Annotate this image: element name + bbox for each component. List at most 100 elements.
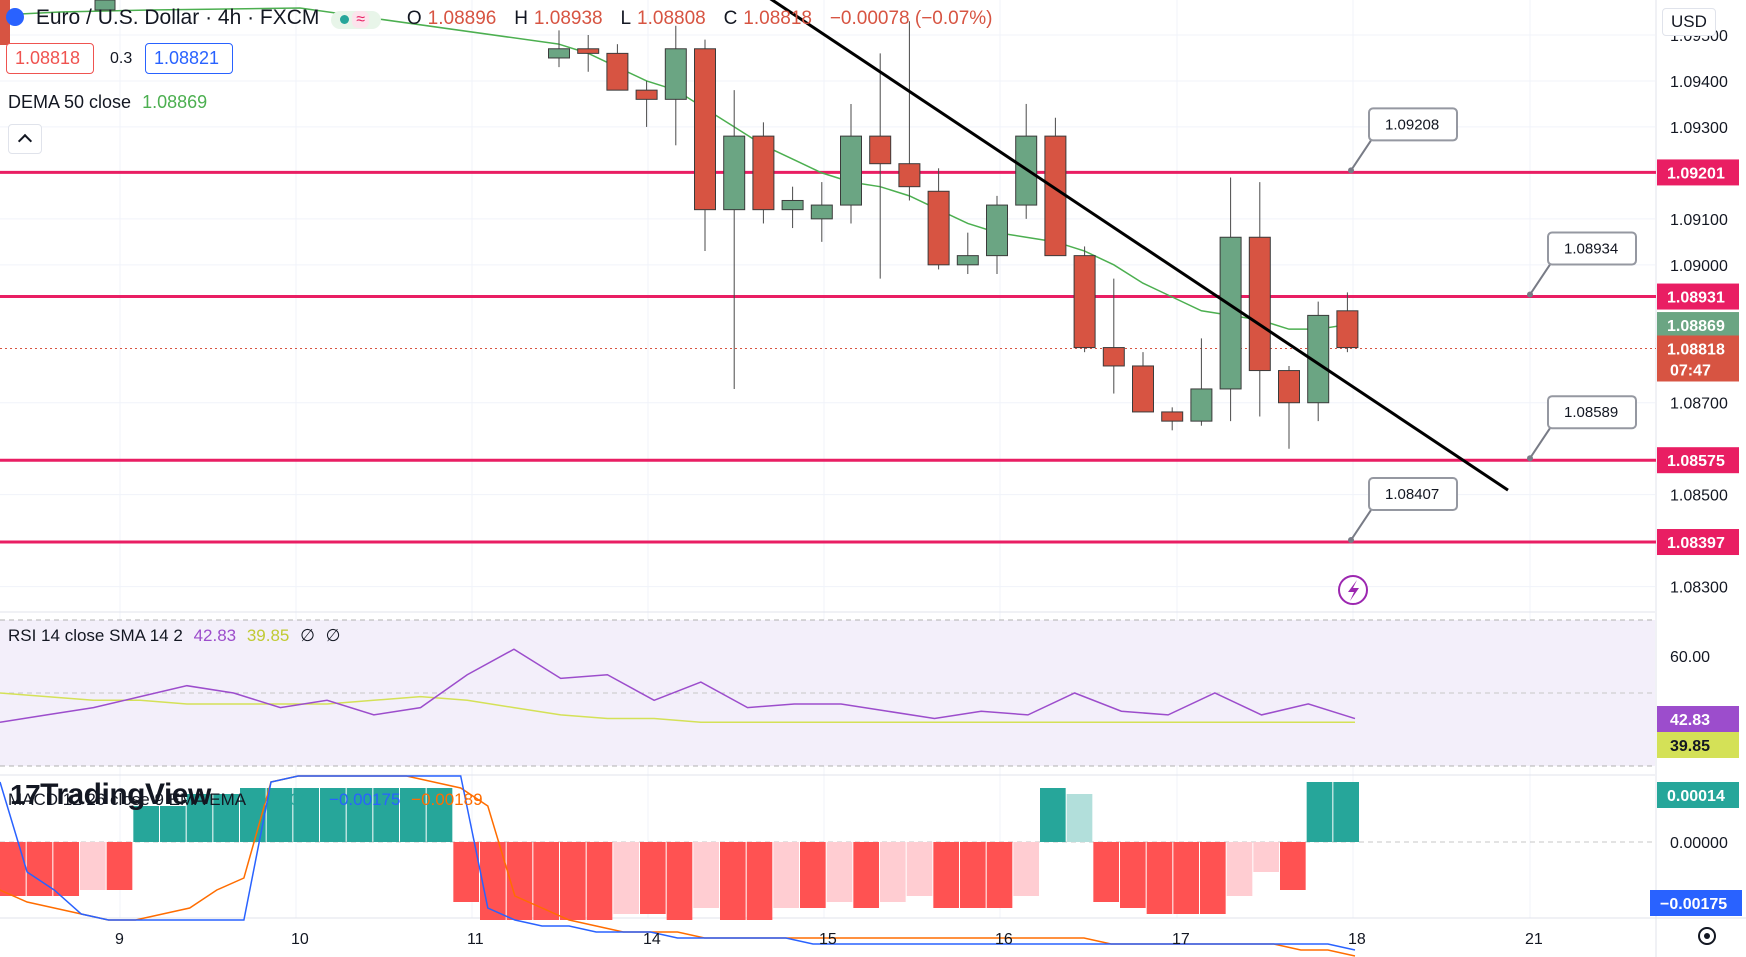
candle xyxy=(723,90,746,389)
candle-body xyxy=(1044,135,1067,257)
time-tick-label: 11 xyxy=(467,931,484,948)
rsi-pane xyxy=(0,648,1356,723)
dema-legend[interactable]: DEMA 50 close 1.08869 xyxy=(8,92,213,113)
macd-pane xyxy=(0,775,1359,957)
candle-body xyxy=(1219,236,1242,390)
candle xyxy=(1132,352,1154,413)
rsi-legend-value: 42.83 xyxy=(193,626,237,645)
candle xyxy=(752,122,775,224)
dema-line xyxy=(558,43,1348,330)
ohlc-close: C 1.08818 xyxy=(723,8,812,29)
time-tick-label: 21 xyxy=(1525,931,1543,948)
macd-histogram-bar xyxy=(1146,842,1173,914)
time-tick-label: 14 xyxy=(643,931,661,948)
macd-legend-name: MACD 12 26 close 9 EMA EMA xyxy=(8,790,247,809)
buy-button[interactable]: 1.08821 xyxy=(145,43,233,74)
candle-body xyxy=(664,48,687,100)
macd-histogram-bar xyxy=(453,842,479,902)
macd-histogram-bar xyxy=(373,788,399,842)
lightning-icon[interactable] xyxy=(1338,575,1368,605)
candle xyxy=(1336,292,1359,353)
sell-button[interactable]: 1.08818 xyxy=(6,43,94,74)
candle-body xyxy=(1248,236,1271,372)
macd-histogram-bar xyxy=(693,842,719,908)
macd-histogram-bar xyxy=(480,842,506,920)
candle xyxy=(694,39,716,252)
tv-logo-text: TradingView xyxy=(40,778,211,811)
candle xyxy=(1044,117,1067,257)
macd-line xyxy=(0,775,1356,951)
dema-line-group xyxy=(0,7,1348,330)
ohlc-low: L 1.08808 xyxy=(620,8,706,29)
candle-body xyxy=(1102,347,1125,367)
time-tick-label: 17 xyxy=(1172,931,1190,948)
candle xyxy=(898,21,921,201)
dema-legend-value: 1.08869 xyxy=(142,92,208,112)
macd-histogram-bar xyxy=(426,788,453,842)
signal-legend-value: −0.00189 xyxy=(411,790,483,809)
tradingview-logo[interactable]: 17TradingView xyxy=(10,778,211,812)
macd-histogram-bar xyxy=(160,806,186,842)
macd-histogram-bar xyxy=(720,842,746,920)
price-tick-label: 1.09300 xyxy=(1670,120,1728,137)
status-dot-icon xyxy=(340,15,350,24)
price-axis[interactable]: 1.095001.094001.093001.091001.090001.087… xyxy=(1650,28,1742,916)
macd-histogram-bar xyxy=(213,794,239,842)
callout-label: 1.09208 xyxy=(1385,116,1439,133)
dema-line-left xyxy=(0,7,560,45)
candle-body-partial xyxy=(0,0,10,45)
currency-selector[interactable]: USD xyxy=(1662,8,1716,36)
countdown-label: 07:47 xyxy=(1670,362,1711,379)
macd-histogram-bar xyxy=(1013,842,1039,896)
macd-histogram-bar xyxy=(186,794,213,842)
candle xyxy=(635,80,658,127)
macd-histogram-bar xyxy=(586,842,613,920)
rsi-sma-value-tag-label: 39.85 xyxy=(1670,738,1710,755)
rsi-sma-legend-value: 39.85 xyxy=(246,626,290,645)
candle-body xyxy=(986,204,1008,257)
macd-histogram-bar xyxy=(266,788,293,842)
candle-body xyxy=(1190,388,1213,422)
rsi-legend[interactable]: RSI 14 close SMA 14 2 42.83 39.85 ∅ ∅ xyxy=(8,626,346,646)
candle xyxy=(869,53,892,279)
macd-histogram-bar xyxy=(880,842,906,902)
candle-body xyxy=(606,52,629,91)
macd-histogram-bar xyxy=(1093,842,1119,902)
trendline-group[interactable] xyxy=(749,0,1509,492)
candle xyxy=(1015,103,1038,219)
rsi-tick-label: 60.00 xyxy=(1670,649,1710,666)
macd-tick-label: 0.00000 xyxy=(1670,835,1728,852)
symbol-legend[interactable]: Euro / U.S. Dollar · 4h · FXCM ≈ O 1.0889… xyxy=(6,6,999,30)
macd-hist-legend-value: 0.00014 xyxy=(256,790,319,809)
macd-histogram-bar xyxy=(533,842,559,920)
macd-histogram-bar xyxy=(1173,842,1199,914)
status-indicator[interactable]: ≈ xyxy=(331,11,382,29)
time-tick-label: 10 xyxy=(291,931,309,948)
callout-box xyxy=(1368,107,1458,142)
macd-legend[interactable]: MACD 12 26 close 9 EMA EMA 0.00014 −0.00… xyxy=(8,790,489,810)
macd-histogram-bar xyxy=(346,788,373,842)
level-price-tag xyxy=(1657,447,1739,474)
macd-histogram-bar xyxy=(960,842,986,908)
callout-anchor xyxy=(1348,537,1354,544)
candle-body xyxy=(577,48,600,54)
macd-value-tag-label: −0.00175 xyxy=(1660,896,1727,913)
candle-body-partial xyxy=(94,0,116,11)
rsi-sma-value-tag xyxy=(1657,732,1739,758)
ohlc-high: H 1.08938 xyxy=(514,8,603,29)
candle xyxy=(606,44,629,91)
macd-histogram-bar xyxy=(773,842,799,908)
callout-anchor xyxy=(1527,291,1533,298)
macd-hist-value-tag-label: 0.00014 xyxy=(1667,788,1725,805)
time-axis[interactable]: 9 10 11 14 15 16 17 18 21 xyxy=(115,931,1543,948)
macd-histogram-bar xyxy=(1226,842,1253,896)
candle-body xyxy=(840,135,862,206)
candle xyxy=(1102,278,1125,394)
collapse-legend-button[interactable] xyxy=(8,124,42,154)
macd-value-tag xyxy=(1650,890,1742,916)
candle xyxy=(1161,407,1184,431)
gear-icon[interactable] xyxy=(1698,927,1716,945)
dema-legend-name: DEMA 50 close xyxy=(8,92,132,112)
candle xyxy=(664,25,687,146)
